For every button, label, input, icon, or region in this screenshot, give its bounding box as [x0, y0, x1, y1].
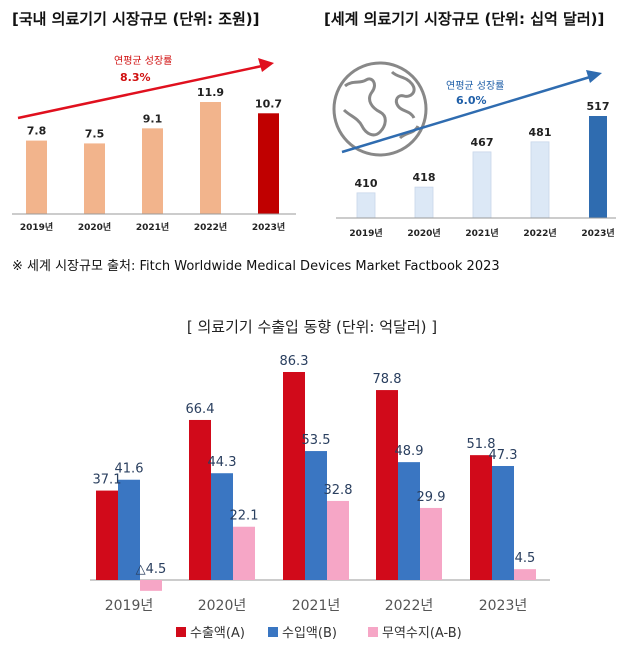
legend-swatch [268, 627, 278, 637]
domestic-growth-value: 8.3% [120, 71, 151, 84]
trade-year-label: 2023년 [479, 598, 528, 614]
world-growth-arrow [341, 70, 602, 154]
legend-label: 무역수지(A-B) [382, 626, 462, 641]
world-bar-2023년 [589, 116, 607, 218]
trade-bar-2021년-1 [283, 372, 305, 580]
trade-bar-2023년-1 [470, 455, 492, 580]
world-bar-2022년 [530, 141, 550, 219]
world-bar-2020년 [414, 186, 434, 219]
legend-swatch [176, 627, 186, 637]
trade-year-label: 2019년 [105, 598, 154, 614]
world-value-label: 418 [413, 171, 436, 184]
source-note: ※ 세계 시장규모 출처: Fitch Worldwide Medical De… [12, 259, 500, 274]
trade-value-label: 53.5 [302, 433, 331, 448]
world-year-label: 2022년 [523, 227, 556, 239]
world-bar-2019년 [356, 192, 376, 219]
trade-year-label: 2021년 [292, 598, 341, 614]
trade-bar-2021년-2 [305, 451, 327, 580]
world-growth-label: 연평균 성장률 [446, 80, 504, 92]
trade-value-label: 32.8 [324, 483, 353, 498]
domestic-value-label: 7.8 [27, 125, 47, 138]
trade-value-label: 41.6 [115, 462, 144, 477]
domestic-bar-2022년 [200, 102, 221, 214]
domestic-growth-arrow [17, 58, 274, 120]
world-value-label: 517 [587, 100, 610, 113]
domestic-value-label: 7.5 [85, 127, 105, 140]
world-bar-2021년 [472, 151, 492, 219]
domestic-year-label: 2021년 [136, 221, 169, 233]
trade-value-label: 48.9 [395, 444, 424, 459]
legend-label: 수출액(A) [190, 626, 245, 641]
trade-value-label: 51.8 [467, 437, 496, 452]
trade-bar-2022년-1 [376, 390, 398, 580]
trade-value-label: 37.1 [93, 473, 122, 488]
domestic-bar-2021년 [142, 128, 163, 214]
world-growth-value: 6.0% [456, 94, 487, 107]
domestic-value-label: 10.7 [255, 97, 282, 110]
trade-value-label: 66.4 [186, 402, 215, 417]
globe-icon [332, 61, 428, 157]
domestic-year-label: 2020년 [78, 221, 111, 233]
trade-year-label: 2020년 [198, 598, 247, 614]
domestic-chart-title: [국내 의료기기 시장규모 (단위: 조원)] [12, 10, 260, 28]
domestic-year-label: 2019년 [20, 221, 53, 233]
trade-value-label: 78.8 [373, 372, 402, 387]
domestic-bar-2020년 [84, 143, 105, 214]
trade-value-label: 22.1 [230, 509, 259, 524]
trade-chart: [ 의료기기 수출입 동향 (단위: 억달러) ] 37.141.6 △4.5 66… [90, 318, 550, 641]
world-value-label: 410 [355, 177, 378, 190]
world-year-label: 2019년 [349, 227, 382, 239]
domestic-year-label: 2023년 [252, 221, 285, 233]
domestic-value-label: 11.9 [197, 86, 224, 99]
trade-bar-2020년-3 [233, 526, 255, 580]
domestic-market-chart: [국내 의료기기 시장규모 (단위: 조원)] 7.8 7.5 9.1 11.9 10.… [12, 10, 296, 233]
trade-year-label: 2022년 [385, 598, 434, 614]
world-value-label: 481 [529, 126, 552, 139]
domestic-value-label: 9.1 [143, 112, 163, 125]
world-value-label: 467 [471, 136, 494, 149]
trade-bar-2019년-1 [96, 490, 118, 580]
trade-chart-title: [ 의료기기 수출입 동향 (단위: 억달러) ] [187, 318, 437, 336]
trade-bar-2019년-3 [140, 580, 162, 591]
trade-value-label: 47.3 [489, 448, 518, 463]
domestic-year-label: 2022년 [194, 221, 227, 233]
trade-bar-2023년-3 [514, 569, 536, 580]
world-market-chart: [세계 의료기기 시장규모 (단위: 십억 달러)] 410 418 467 481 5… [324, 10, 616, 239]
trade-bar-2021년-3 [327, 500, 349, 580]
world-year-label: 2023년 [581, 227, 614, 239]
domestic-bar-2019년 [26, 140, 47, 214]
trade-bar-2019년-2 [118, 479, 140, 580]
domestic-bar-2023년 [258, 113, 279, 214]
trade-bar-2023년-2 [492, 465, 514, 580]
trade-bar-2022년-3 [420, 507, 442, 580]
trade-value-label: 44.3 [208, 455, 237, 470]
trade-bar-2020년-1 [189, 419, 211, 580]
world-year-label: 2021년 [465, 227, 498, 239]
trade-legend: 수출액(A) 수입액(B) 무역수지(A-B) [176, 626, 462, 641]
legend-label: 수입액(B) [282, 626, 337, 641]
world-year-label: 2020년 [407, 227, 440, 239]
trade-value-label: 29.9 [417, 490, 446, 505]
trade-bar-2022년-2 [398, 462, 420, 580]
trade-value-label: 86.3 [280, 354, 309, 369]
trade-value-label: 4.5 [515, 551, 536, 566]
trade-bar-2020년-2 [211, 473, 233, 580]
domestic-growth-label: 연평균 성장률 [114, 55, 172, 67]
trade-value-label: △4.5 [136, 562, 167, 577]
legend-swatch [368, 627, 378, 637]
world-chart-title: [세계 의료기기 시장규모 (단위: 십억 달러)] [324, 10, 604, 28]
